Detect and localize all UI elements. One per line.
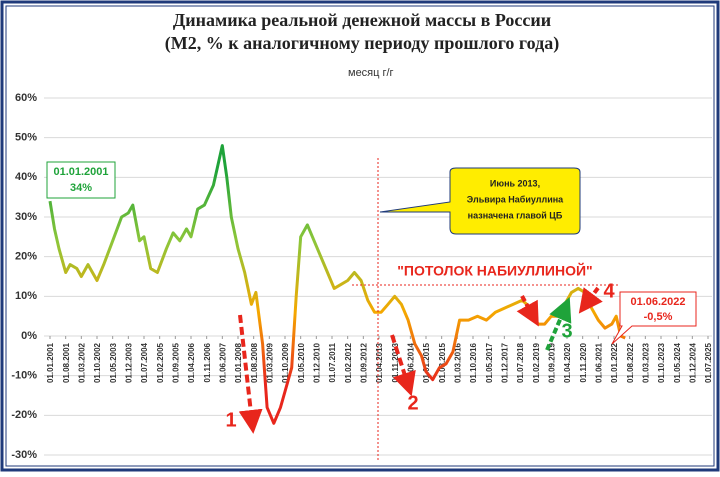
x-tick-label: 01.06.2021 — [594, 342, 603, 383]
x-tick-label: 01.09.2019 — [547, 342, 556, 383]
marker-number: 2 — [407, 392, 418, 414]
x-tick-label: 01.11.2013 — [391, 342, 400, 382]
x-tick-label: 01.03.2016 — [453, 342, 462, 383]
x-tick-label: 01.03.2023 — [641, 342, 650, 383]
y-tick-label: 50% — [15, 132, 37, 144]
legend-label: месяц г/г — [348, 67, 394, 79]
y-tick-label: -20% — [11, 409, 37, 421]
x-tick-label: 01.12.2010 — [312, 342, 321, 383]
arrow — [390, 334, 416, 397]
arrow — [545, 296, 572, 351]
x-tick-label: 01.01.2015 — [422, 342, 431, 383]
x-tick-label: 01.11.2006 — [203, 342, 212, 382]
y-tick-label: 20% — [15, 251, 37, 263]
ceiling-label: "ПОТОЛОК НАБИУЛЛИНОЙ" — [397, 262, 592, 279]
x-tick-label: 01.04.2006 — [187, 342, 196, 383]
legend: месяц г/г — [322, 67, 394, 79]
x-tick-label: 01.01.2008 — [234, 342, 243, 383]
x-tick-label: 01.10.2002 — [93, 342, 102, 383]
y-tick-label: -30% — [11, 449, 37, 461]
marker-number: 3 — [561, 320, 572, 342]
y-tick-label: 10% — [15, 290, 37, 302]
x-tick-label: 01.12.2024 — [688, 342, 697, 383]
end-date: 01.06.2022 — [630, 296, 685, 308]
x-tick-label: 01.01.2001 — [46, 342, 55, 383]
x-tick-label: 01.12.2017 — [500, 342, 509, 383]
x-tick-label: 01.05.2024 — [673, 342, 682, 383]
x-tick-label: 01.11.2020 — [579, 342, 588, 382]
chart-title: Динамика реальной денежной массы в Росси… — [173, 10, 551, 30]
x-tick-label: 01.08.2001 — [62, 342, 71, 383]
x-tick-label: 01.03.2009 — [265, 342, 274, 383]
x-tick-label: 01.08.2022 — [626, 342, 635, 383]
x-tick-label: 01.02.2005 — [156, 342, 165, 383]
appointment-text: Июнь 2013, — [490, 178, 540, 188]
x-tick-label: 01.12.2003 — [124, 342, 133, 383]
inner-frame — [5, 5, 715, 467]
x-tick-label: 01.08.2008 — [250, 342, 259, 383]
x-tick-label: 01.04.2020 — [563, 342, 572, 383]
x-tick-label: 01.10.2023 — [657, 342, 666, 383]
x-tick-label: 01.09.2005 — [171, 342, 180, 383]
y-tick-label: 60% — [15, 92, 37, 104]
y-tick-label: 40% — [15, 171, 37, 183]
x-tick-label: 01.08.2015 — [438, 342, 447, 383]
marker-number: 1 — [225, 409, 236, 431]
x-tick-label: 01.09.2012 — [359, 342, 368, 383]
x-tick-label: 01.06.2007 — [218, 342, 227, 383]
x-tick-label: 01.03.2002 — [77, 342, 86, 383]
start-box — [46, 161, 116, 199]
y-tick-label: 0% — [21, 330, 37, 342]
y-tick-label: 30% — [15, 211, 37, 223]
x-tick-label: 01.06.2014 — [406, 342, 415, 383]
x-tick-label: 01.02.2019 — [532, 342, 541, 383]
y-tick-label: -10% — [11, 370, 37, 382]
x-tick-label: 01.07.2018 — [516, 342, 525, 383]
x-tick-label: 01.02.2012 — [344, 342, 353, 383]
x-tick-label: 01.05.2017 — [485, 342, 494, 383]
arrow — [578, 286, 603, 314]
x-tick-label: 01.05.2010 — [297, 342, 306, 383]
appointment-text: Эльвира Набиуллина — [467, 194, 564, 204]
arrow — [238, 314, 263, 434]
chart-subtitle: (М2, % к аналогичному периоду прошлого г… — [165, 33, 560, 54]
appointment-text: назначена главой ЦБ — [468, 210, 563, 220]
x-tick-label: 01.10.2009 — [281, 342, 290, 383]
appointment-callout — [379, 167, 581, 235]
arrow — [516, 295, 539, 327]
end-callout — [611, 291, 697, 345]
x-tick-label: 01.07.2004 — [140, 342, 149, 383]
plot-area: -30% -20% -10% 0% 10% 20% 30% 40% 50% 60% 01.01.20… — [11, 92, 713, 461]
x-tick-label: 01.07.2011 — [328, 342, 337, 382]
end-value: -0,5% — [644, 311, 673, 323]
x-tick-label: 01.07.2025 — [704, 342, 713, 383]
x-tick-label: 01.04.2013 — [375, 342, 384, 383]
x-tick-label: 01.01.2022 — [610, 342, 619, 383]
marker-number: 4 — [603, 280, 615, 302]
start-value: 34% — [70, 182, 92, 194]
start-date: 01.01.2001 — [53, 166, 108, 178]
x-tick-label: 01.05.2003 — [109, 342, 118, 383]
x-tick-label: 01.10.2016 — [469, 342, 478, 383]
